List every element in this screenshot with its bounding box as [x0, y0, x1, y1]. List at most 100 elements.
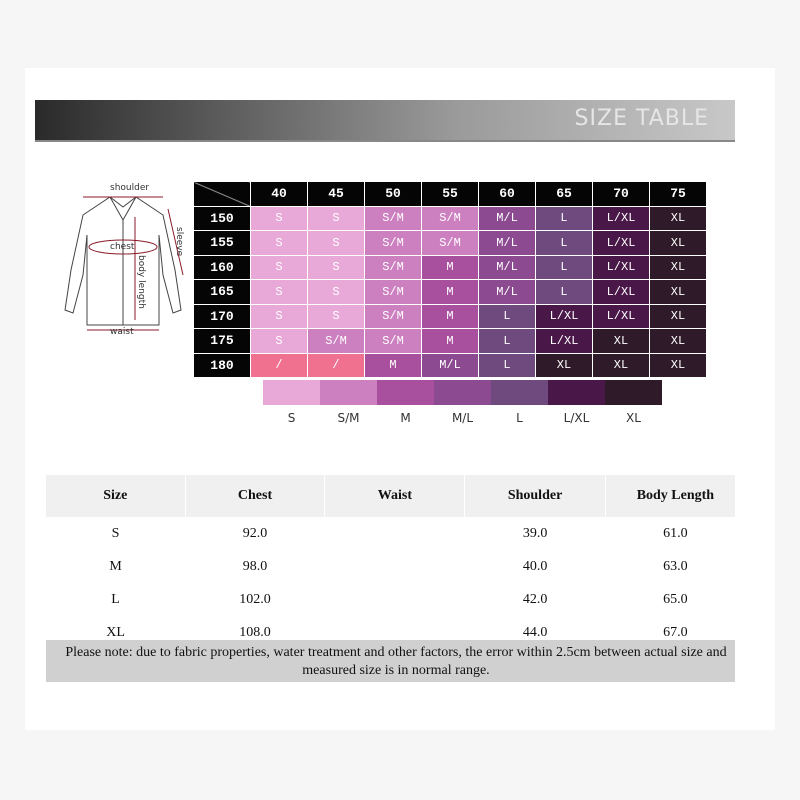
corner: [193, 181, 251, 207]
legend-swatch: [320, 380, 377, 405]
table-cell: 39.0: [522, 525, 548, 541]
legend: S S/M M M/L L L/XL XL: [263, 380, 662, 425]
column-header: 60: [478, 181, 536, 207]
size-cell: M: [421, 303, 479, 329]
size-cell: L: [478, 328, 536, 354]
size-cell: S: [307, 254, 365, 280]
grid-row: 175 S S/M S/M M L L/XL XL XL: [193, 328, 707, 354]
table-cell: M: [109, 558, 122, 574]
table-cell: [325, 550, 465, 583]
grid-row: 170 S S S/M M L L/XL L/XL XL: [193, 303, 707, 329]
legend-label: XL: [626, 411, 641, 425]
table-header: Waist: [324, 475, 466, 517]
size-cell: XL: [649, 328, 707, 354]
size-cell: S: [307, 279, 365, 305]
size-cell: S/M: [421, 205, 479, 231]
size-cell: S: [250, 254, 308, 280]
size-cell: S/M: [364, 254, 422, 280]
size-cell: L: [478, 352, 536, 378]
legend-label: L/XL: [563, 411, 590, 425]
size-cell: L: [535, 230, 593, 256]
size-cell: S/M: [364, 303, 422, 329]
table-cell: 40.0: [522, 558, 548, 574]
table-row: XL 108.0 44.0 67.0: [46, 616, 735, 649]
size-cell: S: [250, 279, 308, 305]
table-cell: 44.0: [522, 624, 548, 640]
size-cell: M/L: [478, 230, 536, 256]
diagram-label: sleeve: [174, 227, 184, 257]
size-cell: L/XL: [592, 254, 650, 280]
column-header: 55: [421, 181, 479, 207]
legend-swatch: [263, 380, 320, 405]
size-cell: L/XL: [535, 328, 593, 354]
column-header: 40: [250, 181, 308, 207]
table-header: Shoulder: [464, 475, 606, 517]
size-cell: XL: [649, 254, 707, 280]
size-cell: M: [421, 254, 479, 280]
row-header: 180: [193, 352, 251, 378]
size-cell: S: [307, 230, 365, 256]
size-cell: L: [535, 279, 593, 305]
table-cell: 92.0: [242, 525, 268, 541]
size-cell: S: [250, 328, 308, 354]
size-cell: XL: [649, 279, 707, 305]
legend-label: S: [287, 411, 296, 425]
table-row: M 98.0 40.0 63.0: [46, 550, 735, 583]
size-cell: /: [250, 352, 308, 378]
row-header: 155: [193, 230, 251, 256]
column-header: 50: [364, 181, 422, 207]
table-cell: 108.0: [239, 624, 271, 640]
size-cell: L: [478, 303, 536, 329]
table-cell: 65.0: [663, 591, 688, 607]
grid-row: 160 S S S/M M M/L L L/XL XL: [193, 254, 707, 280]
column-header: 45: [307, 181, 365, 207]
size-cell: S/M: [364, 205, 422, 231]
size-cell: S: [250, 205, 308, 231]
legend-swatch: [605, 380, 662, 405]
legend-swatch: [434, 380, 491, 405]
row-header: 165: [193, 279, 251, 305]
size-cell: S/M: [307, 328, 365, 354]
table-cell: XL: [106, 624, 125, 640]
table-cell: [325, 517, 465, 550]
size-cell: L/XL: [592, 279, 650, 305]
size-cell: L: [535, 254, 593, 280]
size-cell: /: [307, 352, 365, 378]
column-header: 65: [535, 181, 593, 207]
diagram-label: chest: [110, 242, 135, 252]
table-row: L 102.0 42.0 65.0: [46, 583, 735, 616]
table-cell: 102.0: [239, 591, 271, 607]
size-cell: XL: [535, 352, 593, 378]
size-cell: M/L: [478, 279, 536, 305]
table-cell: [325, 583, 465, 616]
table-cell: 98.0: [242, 558, 268, 574]
legend-swatch: [491, 380, 548, 405]
size-cell: S/M: [364, 279, 422, 305]
size-cell: M: [364, 352, 422, 378]
table-header: Size: [46, 475, 186, 517]
note-text: Please note: due to fabric properties, w…: [65, 645, 727, 678]
size-cell: M: [421, 279, 479, 305]
table-row: S 92.0 39.0 61.0: [46, 517, 735, 550]
size-cell: L/XL: [592, 303, 650, 329]
table-cell: S: [111, 525, 120, 541]
header-bar: SIZE TABLE: [35, 100, 735, 142]
size-cell: S: [250, 303, 308, 329]
grid-row: 150 S S S/M S/M M/L L L/XL XL: [193, 205, 707, 231]
size-cell: S: [307, 205, 365, 231]
size-cell: XL: [649, 230, 707, 256]
grid-row: 155 S S S/M S/M M/L L L/XL XL: [193, 230, 707, 256]
size-cell: S/M: [421, 230, 479, 256]
size-cell: S: [250, 230, 308, 256]
size-cell: M/L: [421, 352, 479, 378]
size-cell: S: [307, 303, 365, 329]
size-cell: L: [535, 205, 593, 231]
size-cell: XL: [592, 352, 650, 378]
table-cell: 67.0: [663, 624, 688, 640]
size-cell: M: [421, 328, 479, 354]
table-cell: 63.0: [663, 558, 688, 574]
size-cell: L/XL: [592, 205, 650, 231]
size-grid: 40 45 50 55 60 65 70 75 150 S S S/M S/M M/L L L/XL XL 155…: [193, 181, 707, 378]
diagram-label: waist: [110, 327, 134, 337]
